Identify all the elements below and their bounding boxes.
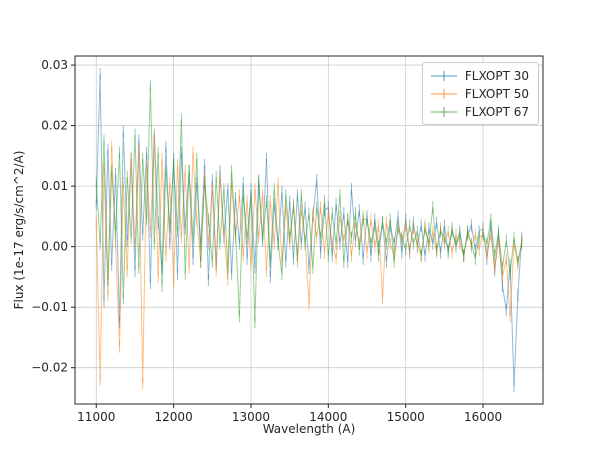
legend-label: FLXOPT 30 — [464, 68, 529, 83]
legend: FLXOPT 30 FLXOPT 50 FLXOPT 67 — [421, 62, 539, 125]
y-tick-label: 0.02 — [41, 119, 68, 133]
legend-entry: FLXOPT 67 — [429, 103, 529, 120]
x-tick-label: 14000 — [309, 410, 347, 424]
x-tick-label: 11000 — [77, 410, 115, 424]
x-tick-label: 16000 — [464, 410, 502, 424]
x-tick-label: 12000 — [155, 410, 193, 424]
legend-errorbar-marker — [430, 88, 457, 99]
legend-errorbar-marker — [430, 70, 457, 81]
x-tick-label: 15000 — [387, 410, 425, 424]
y-tick-label: −0.01 — [31, 300, 68, 314]
y-tick-label: 0.00 — [41, 240, 68, 254]
series-line — [95, 137, 523, 383]
series-line — [95, 86, 523, 323]
legend-label: FLXOPT 50 — [464, 86, 529, 101]
legend-label: FLXOPT 67 — [464, 104, 529, 119]
legend-errorbar-marker — [430, 106, 457, 117]
x-axis-label: Wavelength (A) — [262, 422, 356, 436]
y-tick-label: −0.02 — [31, 361, 68, 375]
legend-entry: FLXOPT 30 — [429, 67, 529, 84]
y-axis-label: Flux (1e-17 erg/s/cm^2/A) — [12, 150, 26, 310]
legend-entry: FLXOPT 50 — [429, 85, 529, 102]
y-tick-label: 0.03 — [41, 58, 68, 72]
x-tick-label: 13000 — [232, 410, 270, 424]
y-tick-label: 0.01 — [41, 179, 68, 193]
axes-frame — [74, 55, 544, 405]
